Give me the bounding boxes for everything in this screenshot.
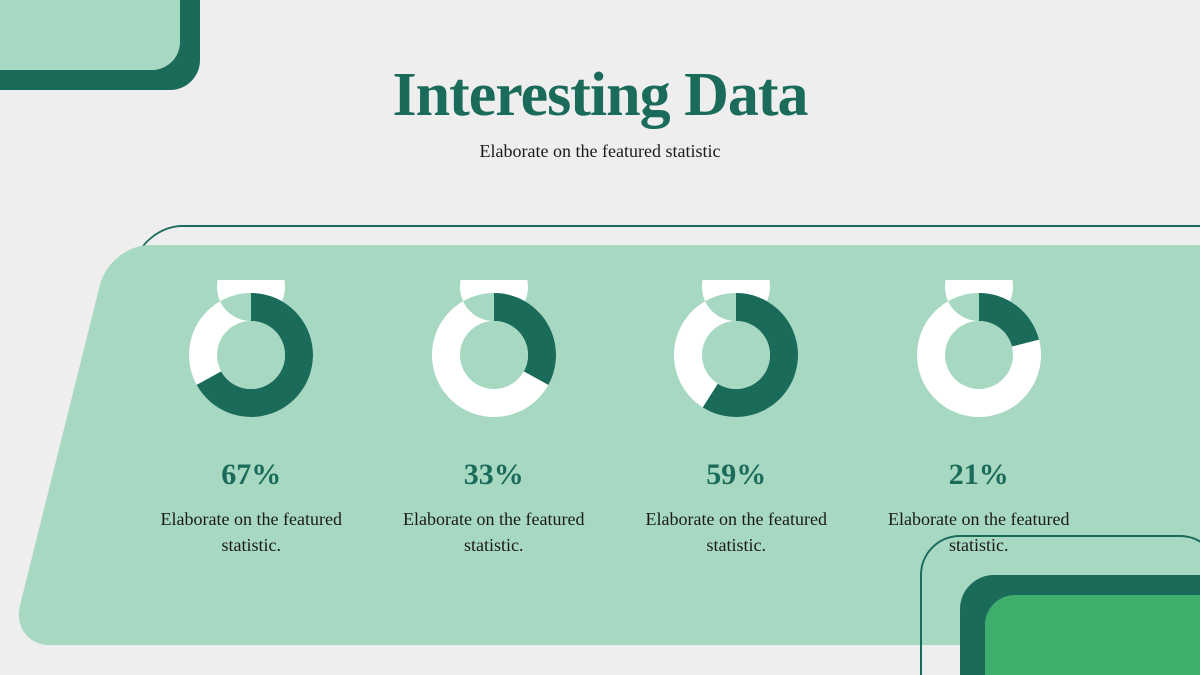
stat-percentage: 59% [706, 458, 766, 492]
stat-percentage: 21% [949, 458, 1009, 492]
page-subtitle: Elaborate on the featured statistic [0, 141, 1200, 162]
slide-root: Interesting Data Elaborate on the featur… [0, 0, 1200, 675]
stat-percentage: 33% [464, 458, 524, 492]
deco-bottom-right-inner [985, 595, 1200, 675]
stat-item: 33% Elaborate on the featured statistic. [373, 280, 616, 620]
stat-item: 67% Elaborate on the featured statistic. [130, 280, 373, 620]
donut-chart [904, 280, 1054, 430]
donut-chart [176, 280, 326, 430]
donut-chart [419, 280, 569, 430]
donut-chart [661, 280, 811, 430]
stat-description: Elaborate on the featured statistic. [394, 506, 594, 558]
stat-item: 59% Elaborate on the featured statistic. [615, 280, 858, 620]
header: Interesting Data Elaborate on the featur… [0, 60, 1200, 162]
stat-percentage: 67% [221, 458, 281, 492]
page-title: Interesting Data [0, 60, 1200, 131]
stat-description: Elaborate on the featured statistic. [151, 506, 351, 558]
stat-description: Elaborate on the featured statistic. [636, 506, 836, 558]
